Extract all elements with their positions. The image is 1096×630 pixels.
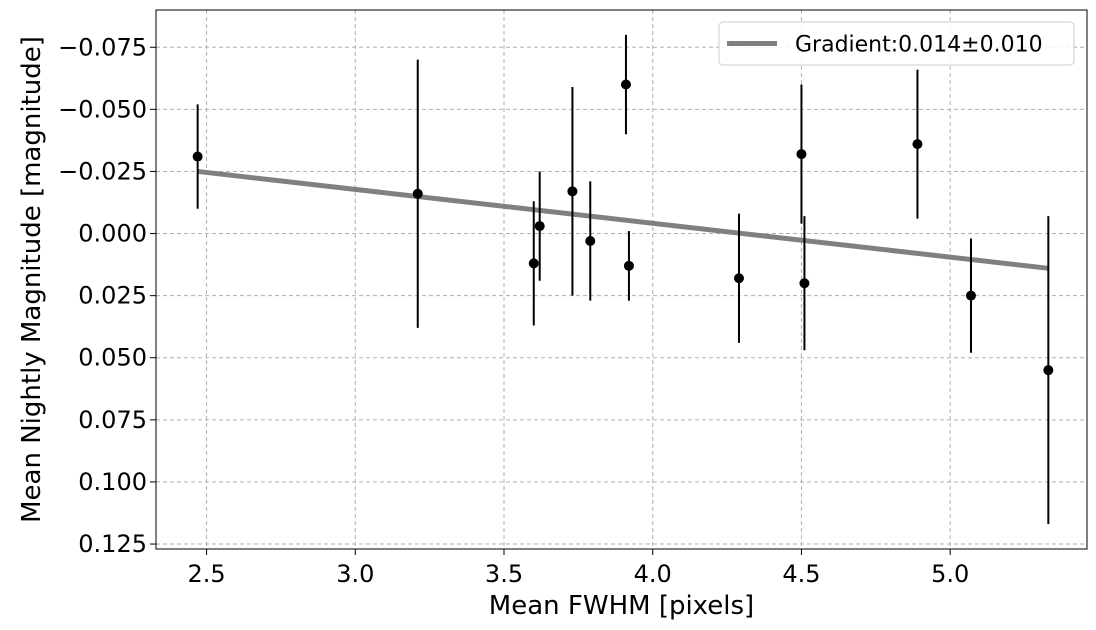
x-tick-label: 3.5 xyxy=(485,560,523,588)
data-points xyxy=(192,34,1054,525)
x-axis-ticks: 2.5 3.0 3.5 4.0 4.5 5.0 xyxy=(187,549,969,588)
data-point xyxy=(1043,365,1054,376)
fit-line xyxy=(197,168,1049,271)
data-point xyxy=(912,139,923,150)
y-tick-label: 0.125 xyxy=(78,530,147,558)
data-point xyxy=(733,273,744,284)
x-tick-label: 2.5 xyxy=(187,560,225,588)
x-axis-label: Mean FWHM [pixels] xyxy=(489,591,754,621)
y-tick-label: 0.075 xyxy=(78,406,147,434)
data-point xyxy=(412,188,423,199)
y-tick-label: 0.025 xyxy=(78,282,147,310)
y-tick-label: 0.000 xyxy=(78,220,147,248)
x-tick-label: 3.0 xyxy=(336,560,374,588)
data-point xyxy=(796,149,807,160)
legend-label-fit-line: Gradient:0.014±0.010 xyxy=(795,33,1043,58)
y-axis-ticks: −0.075 −0.050 −0.025 0.000 0.025 0.050 0.075 0.… xyxy=(58,33,156,558)
data-point xyxy=(528,258,539,269)
data-point xyxy=(567,186,578,197)
y-axis-label: Mean Nightly Magnitude [magnitude] xyxy=(17,36,47,523)
legend: Gradient:0.014±0.010 xyxy=(718,21,1075,66)
data-point xyxy=(192,151,203,162)
y-tick-label: −0.050 xyxy=(58,95,147,123)
data-point xyxy=(534,221,545,232)
data-point xyxy=(620,79,631,90)
data-point xyxy=(585,236,596,246)
y-tick-label: −0.025 xyxy=(58,157,147,185)
fit-line-group xyxy=(197,168,1049,271)
data-point xyxy=(799,278,810,289)
plot-area-frame xyxy=(155,9,1088,550)
data-point xyxy=(623,260,634,271)
x-tick-label: 5.0 xyxy=(931,560,969,588)
data-point xyxy=(965,290,976,301)
grid xyxy=(156,10,1087,549)
legend-box xyxy=(718,21,1075,66)
x-tick-label: 4.0 xyxy=(634,560,672,588)
y-tick-label: 0.050 xyxy=(78,344,147,372)
x-tick-label: 4.5 xyxy=(782,560,820,588)
y-tick-label: −0.075 xyxy=(58,33,147,61)
y-tick-label: 0.100 xyxy=(78,468,147,496)
